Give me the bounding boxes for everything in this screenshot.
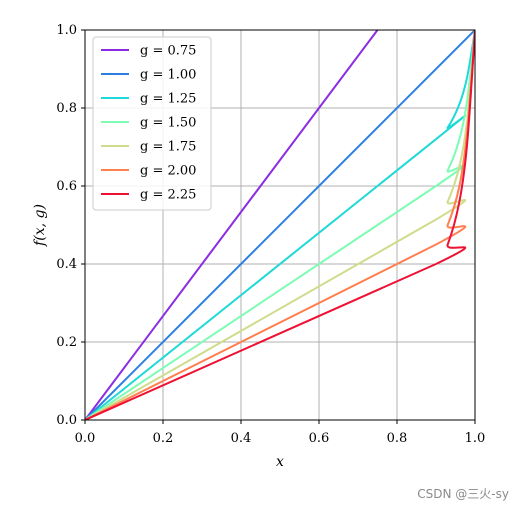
x-tick-label: 0.2 <box>153 431 174 446</box>
tick-marks <box>81 29 476 424</box>
x-tick-labels: 0.0 0.2 0.4 0.6 0.8 1.0 <box>75 431 486 446</box>
watermark: CSDN @三火-sy <box>417 487 509 501</box>
series-lines <box>85 30 475 420</box>
x-tick-label: 0.6 <box>309 431 330 446</box>
legend-label-2: g = 1.00 <box>140 68 196 83</box>
series-line-1 <box>85 30 379 420</box>
x-tick-label: 0.0 <box>75 431 96 446</box>
x-tick-label: 0.8 <box>387 431 408 446</box>
y-tick-label: 0.2 <box>56 335 77 350</box>
legend-label-5: g = 1.75 <box>140 140 196 155</box>
y-tick-label: 1.0 <box>56 23 77 38</box>
y-axis-label: f(x, g) <box>32 204 48 247</box>
y-tick-label: 0.8 <box>56 101 77 116</box>
legend: g = 0.75 g = 1.00 g = 1.25 g = 1.50 g = 1.75… <box>92 36 212 211</box>
x-axis-label: x <box>276 454 284 470</box>
series-line-7 <box>85 30 475 420</box>
y-tick-label: 0.6 <box>56 179 77 194</box>
grid-lines <box>84 29 476 421</box>
legend-label-3: g = 1.25 <box>140 92 196 107</box>
y-tick-label: 0.0 <box>56 413 77 428</box>
legend-label-6: g = 2.00 <box>140 164 196 179</box>
legend-box <box>92 36 212 211</box>
legend-label-7: g = 2.25 <box>140 188 196 203</box>
plot-frame <box>84 29 476 421</box>
legend-label-4: g = 1.50 <box>140 116 196 131</box>
legend-label-1: g = 0.75 <box>140 44 196 59</box>
x-tick-label: 1.0 <box>465 431 486 446</box>
series-line-2 <box>85 30 475 420</box>
y-tick-labels: 0.0 0.2 0.4 0.6 0.8 1.0 <box>56 23 77 428</box>
x-tick-label: 0.4 <box>231 431 252 446</box>
y-tick-label: 0.4 <box>56 257 77 272</box>
